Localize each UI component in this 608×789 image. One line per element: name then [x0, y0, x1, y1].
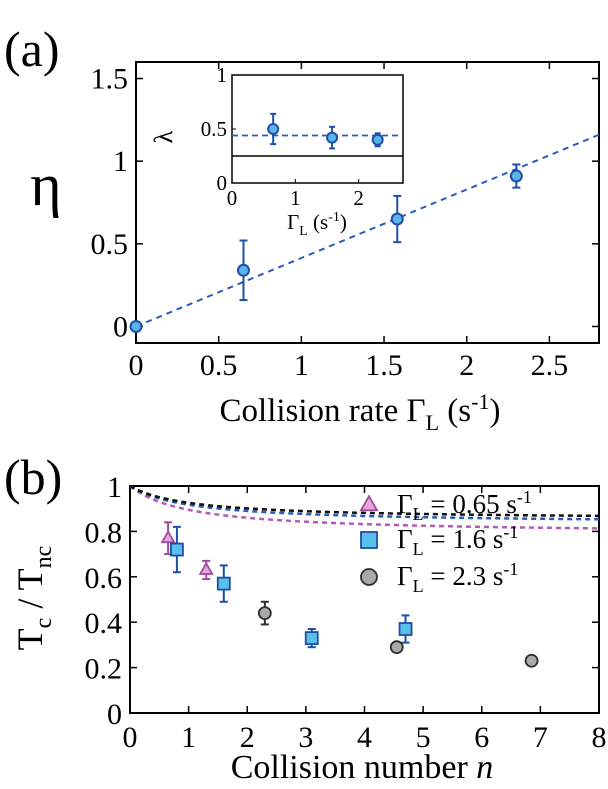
panel-b-y-axis-label-denominator: / T — [10, 568, 50, 617]
panel-b-legend-label-main: Γ — [397, 489, 413, 519]
panel-b-data-point — [389, 640, 404, 655]
panel-b-legend-label-superscript: -1 — [517, 487, 532, 507]
panel-b-y-axis-label-subscript-nc: nc — [31, 546, 57, 569]
panel-b-x-tick-label: 8 — [592, 721, 607, 754]
inset-x-axis-label-unit-close: ) — [340, 210, 347, 234]
panel-b-legend-label-subscript: L — [413, 539, 424, 559]
panel-b-x-tick-label: 6 — [474, 721, 489, 754]
inset-x-tick-label: 1 — [290, 186, 301, 210]
panel-b-x-tick-label: 0 — [123, 721, 138, 754]
panel-b-axes-frame — [129, 485, 600, 714]
panel-b-legend-label: ΓL = 2.3 s-1 — [397, 559, 518, 596]
inset-data-point — [371, 133, 384, 146]
panel-b-data-point — [304, 631, 319, 645]
panel-a-x-axis-label-main: Collision rate Γ — [220, 393, 426, 429]
panel-a-inset-chart: 0 1 2 0 0.5 1 λ ΓL (s-1) — [149, 63, 404, 239]
panel-a-x-axis-label-subscript: L — [426, 410, 439, 435]
panel-a-x-tick-label: 1 — [294, 349, 309, 382]
panel-b-x-tick-label: 1 — [181, 721, 196, 754]
panel-b-x-axis-label: Collision number n — [231, 749, 494, 786]
inset-data-point — [267, 123, 280, 135]
panel-a-axes-frame — [135, 61, 600, 344]
panel-a-x-axis-label-unit: (s — [439, 393, 471, 429]
inset-x-axis-label-main: Γ — [287, 210, 299, 234]
inset-axes-frame — [231, 74, 404, 184]
panel-b-legend-label: ΓL = 1.6 s-1 — [397, 522, 518, 559]
panel-b-legend-label-subscript: L — [413, 576, 424, 596]
panel-b-data-point — [198, 561, 214, 575]
panel-b-legend-label-main: Γ — [397, 524, 413, 554]
panel-a-label: (a) — [4, 21, 60, 77]
panel-b-chart: 0 1 2 3 4 5 6 7 8 0 0.2 0.4 0.6 0.8 1 Tc / Tnc Collision… — [10, 471, 607, 786]
panel-a-y-tick-label: 0 — [113, 310, 128, 343]
panel-b-legend-marker — [360, 531, 378, 549]
panel-b-legend-label-superscript: -1 — [503, 559, 518, 579]
inset-x-axis-label: ΓL (s-1) — [287, 210, 347, 239]
panel-a-x-axis-label: Collision rate ΓL (s-1) — [220, 389, 501, 435]
panel-b-y-tick-label: 0.2 — [85, 653, 123, 686]
panel-b-data-point — [398, 622, 413, 636]
panel-b-data-point — [524, 653, 539, 668]
inset-y-tick-label: 1 — [217, 63, 228, 87]
panel-a-x-tick-label: 2.5 — [531, 349, 569, 382]
panel-b-data-point — [160, 529, 176, 544]
inset-y-tick-label: 0.5 — [201, 117, 227, 141]
panel-b-y-tick-label: 0.8 — [85, 516, 123, 549]
panel-a-data-point — [509, 169, 523, 183]
inset-x-axis-label-subscript: L — [299, 224, 308, 239]
panel-b-x-tick-label: 4 — [357, 721, 372, 754]
panel-b-y-axis-label-subscript-c: c — [31, 618, 57, 629]
panel-b-x-axis-label-main: Collision number — [231, 749, 477, 786]
panel-b-x-axis-label-variable: n — [476, 749, 493, 786]
panel-a-x-tick-label: 0.5 — [200, 349, 238, 382]
panel-b-x-tick-label: 3 — [298, 721, 313, 754]
inset-y-axis-label: λ — [149, 130, 178, 143]
panel-b-y-tick-label: 1 — [107, 471, 122, 504]
panel-b-data-point — [216, 576, 231, 591]
inset-x-tick-label: 2 — [353, 186, 364, 210]
panel-b-x-tick-label: 2 — [240, 721, 255, 754]
panel-b-y-tick-label: 0.6 — [85, 562, 123, 595]
panel-b-y-tick-label: 0 — [107, 698, 122, 731]
panel-a-data-point — [129, 319, 143, 333]
panel-b-legend-marker — [359, 494, 379, 512]
panel-b-legend-label-superscript: -1 — [503, 522, 518, 542]
panel-b-data-point — [257, 606, 272, 621]
panel-a-data-point — [236, 263, 250, 277]
panel-a-y-tick-label: 0.5 — [91, 228, 129, 261]
panel-b-legend-label: ΓL = 0.65 s-1 — [397, 487, 532, 524]
inset-x-axis-label-unit: (s — [308, 210, 328, 234]
panel-b-fit-curve — [129, 485, 600, 530]
inset-y-tick-label: 0 — [217, 171, 228, 195]
inset-x-tick-label: 0 — [227, 186, 238, 210]
panel-b-legend-marker — [360, 568, 378, 586]
panel-b-y-axis-label-numerator: T — [10, 628, 50, 650]
panel-a-data-point — [390, 212, 404, 226]
panel-a-y-axis-label: η — [30, 152, 61, 218]
panel-b-legend-label-subscript: L — [413, 504, 424, 524]
panel-a-y-tick-label: 1 — [113, 145, 128, 178]
panel-b-label: (b) — [4, 449, 62, 505]
inset-data-point — [326, 131, 339, 144]
panel-b-fit-curve — [129, 484, 600, 521]
panel-b-legend-label-value: = 1.6 s — [424, 524, 504, 554]
panel-b-x-tick-label: 5 — [416, 721, 431, 754]
panel-a-x-tick-label: 1.5 — [365, 349, 403, 382]
panel-b-legend-label-main: Γ — [397, 561, 413, 591]
panel-b-x-tick-label: 7 — [533, 721, 548, 754]
inset-x-axis-label-superscript: -1 — [328, 210, 340, 225]
panel-b-legend-label-value: = 0.65 s — [424, 489, 517, 519]
panel-a-x-axis-label-superscript: -1 — [471, 389, 489, 414]
panel-a-x-axis-label-unit-close: ) — [489, 393, 500, 429]
panel-b-legend-label-value: = 2.3 s — [424, 561, 504, 591]
panel-a-y-tick-label: 1.5 — [91, 63, 129, 96]
panel-a-x-tick-label: 0 — [129, 349, 144, 382]
panel-b-fit-curve — [129, 484, 600, 518]
panel-b-data-point — [169, 542, 184, 557]
panel-b-y-axis-label: Tc / Tnc — [10, 546, 57, 651]
panel-b-y-tick-label: 0.4 — [85, 607, 123, 640]
panel-a-x-tick-label: 2 — [459, 349, 474, 382]
